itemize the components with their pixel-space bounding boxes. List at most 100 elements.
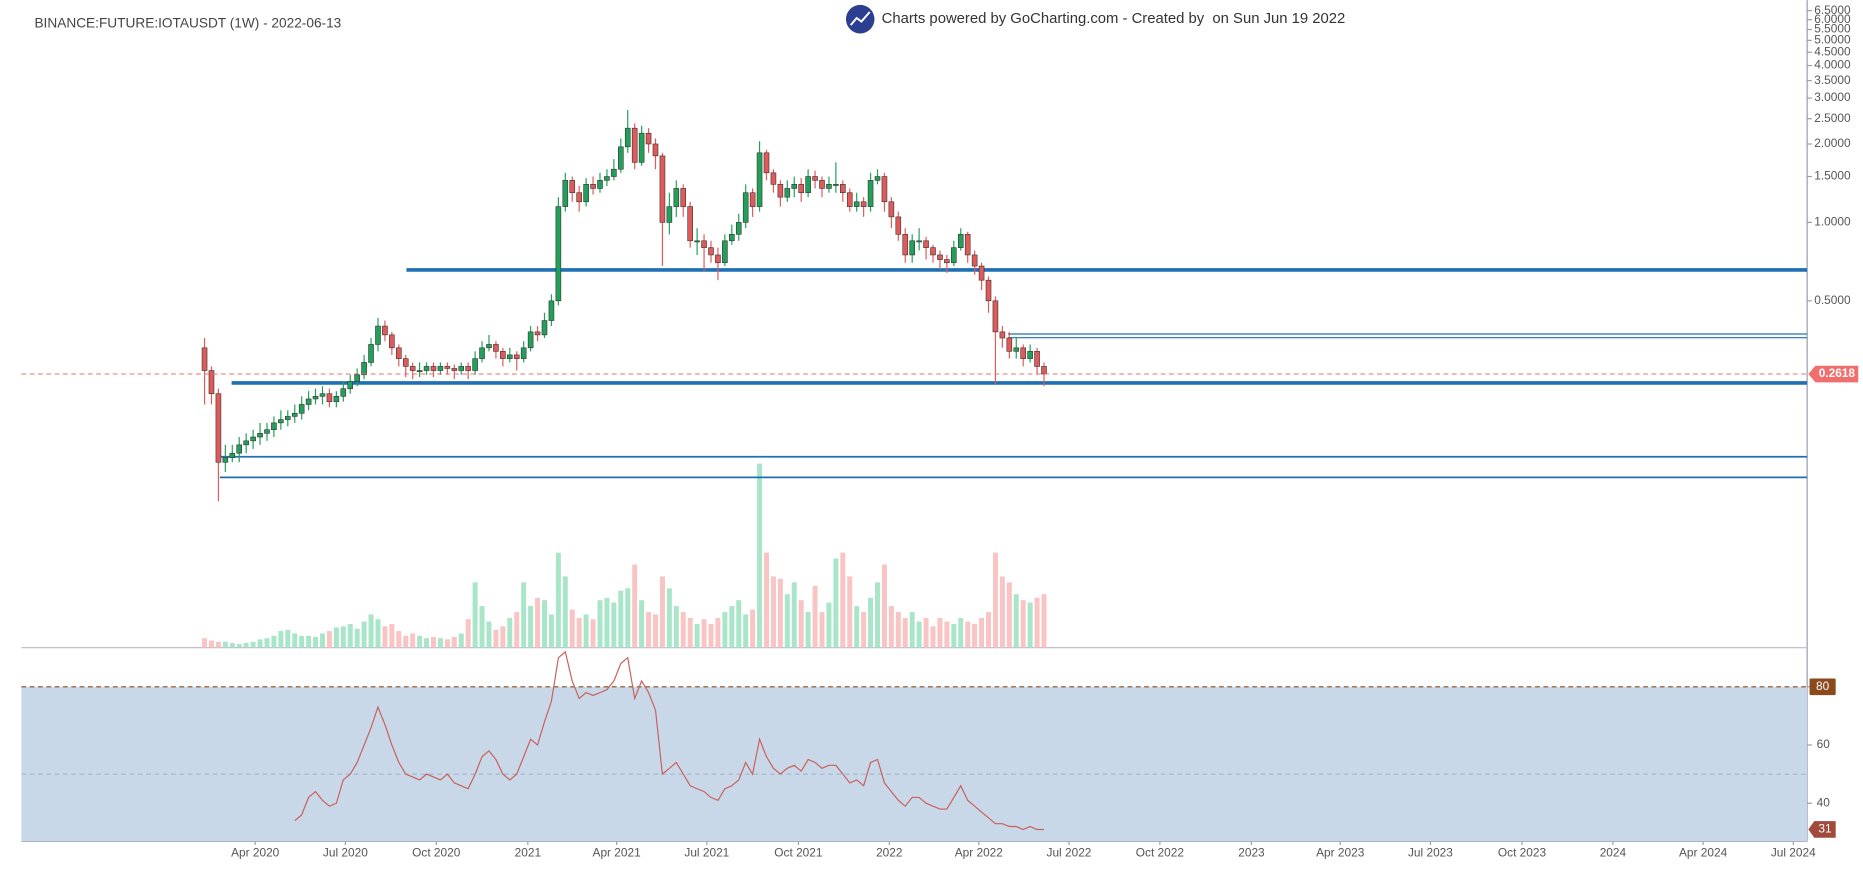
volume-bar xyxy=(805,612,811,648)
candle-body xyxy=(971,254,978,267)
last-price-label: 0.2618 xyxy=(1819,366,1856,380)
candle-body xyxy=(236,444,243,454)
volume-bar xyxy=(930,626,936,648)
candle-body xyxy=(770,172,777,185)
volume-bar xyxy=(361,621,367,648)
volume-bar xyxy=(375,619,381,648)
volume-bar xyxy=(923,618,929,648)
volume-bar xyxy=(1027,602,1033,648)
candle-body xyxy=(666,206,673,223)
volume-bar xyxy=(236,644,242,648)
x-tick-label: 2023 xyxy=(1238,845,1265,859)
y-tick-label: 6.5000 xyxy=(1814,3,1851,17)
volume-bar xyxy=(507,618,513,648)
volume-bar xyxy=(798,600,804,648)
volume-bar xyxy=(410,633,416,648)
candle-body xyxy=(437,366,444,371)
candle-body xyxy=(250,436,256,442)
candle-body xyxy=(569,180,576,194)
x-tick-label: 2024 xyxy=(1600,845,1627,859)
volume-bar xyxy=(541,600,547,648)
candle-body xyxy=(479,347,485,359)
candle-body xyxy=(493,344,499,352)
x-tick-label: Apr 2024 xyxy=(1679,845,1728,859)
candle-body xyxy=(735,222,742,235)
candle-body xyxy=(215,393,222,463)
candle-body xyxy=(756,152,763,207)
brand-logo xyxy=(845,4,875,34)
candle-body xyxy=(243,440,249,446)
volume-bar xyxy=(694,623,700,648)
candle-body xyxy=(347,381,354,389)
candle-body xyxy=(583,184,589,203)
volume-bar xyxy=(403,635,409,648)
candle-body xyxy=(1034,351,1040,367)
volume-bar xyxy=(319,633,325,648)
x-tick-label: Jul 2020 xyxy=(323,845,368,859)
candle-body xyxy=(964,234,971,256)
candle-body xyxy=(631,127,638,163)
candle-body xyxy=(784,188,791,198)
candle-body xyxy=(507,354,513,359)
volume-bar xyxy=(757,463,763,648)
volume-bar xyxy=(777,578,783,648)
volume-bar xyxy=(715,618,721,648)
volume-bar xyxy=(743,614,749,648)
chart-title: BINANCE:FUTURE:IOTAUSDT (1W) - 2022-06-1… xyxy=(34,16,341,31)
volume-bar xyxy=(368,614,374,648)
volume-bar xyxy=(299,635,305,648)
candle-body xyxy=(819,180,825,189)
volume-bar xyxy=(202,638,208,648)
candle-body xyxy=(652,143,659,157)
volume-bar xyxy=(1034,597,1040,648)
candle-body xyxy=(874,176,881,181)
volume-bar xyxy=(979,618,985,648)
candle-body xyxy=(881,176,888,203)
candle-body xyxy=(333,396,340,402)
candle-body xyxy=(708,247,714,256)
candle-body xyxy=(722,240,728,264)
volume-bar xyxy=(791,582,797,648)
candle-body xyxy=(694,240,700,243)
candle-body xyxy=(340,388,347,397)
volume-bar xyxy=(222,641,228,648)
candle-body xyxy=(624,127,631,148)
volume-bar xyxy=(396,631,402,648)
volume-bar xyxy=(902,618,908,648)
y-tick-label: 2.0000 xyxy=(1814,136,1851,150)
candle-body xyxy=(458,366,465,371)
volume-bar xyxy=(583,614,589,648)
candle-body xyxy=(978,265,985,281)
candle-body xyxy=(673,188,680,207)
candle-body xyxy=(659,155,666,223)
volume-bar xyxy=(632,564,638,648)
candle-body xyxy=(319,393,326,397)
candle-body xyxy=(527,331,534,349)
volume-bar xyxy=(840,552,846,648)
y-tick-label: 3.0000 xyxy=(1814,90,1851,104)
candle-body xyxy=(534,331,541,336)
volume-bar xyxy=(888,606,894,648)
candle-body xyxy=(1013,347,1020,352)
candle-body xyxy=(271,422,277,431)
volume-bar xyxy=(833,558,839,648)
candle-body xyxy=(548,300,555,321)
volume-bar xyxy=(680,612,686,648)
candle-body xyxy=(902,234,909,256)
candle-body xyxy=(500,351,506,359)
candle-body xyxy=(375,325,381,345)
volume-bar xyxy=(430,637,436,648)
candle-body xyxy=(430,366,437,371)
x-tick-label: Jul 2024 xyxy=(1771,845,1816,859)
volume-bar xyxy=(569,609,575,648)
volume-bar xyxy=(285,629,291,648)
candle-body xyxy=(396,347,402,359)
candle-body xyxy=(520,347,527,359)
volume-bar xyxy=(437,638,443,648)
candle-body xyxy=(382,325,388,336)
volume-bar xyxy=(916,621,922,648)
volume-bar xyxy=(722,612,728,648)
x-tick-label: 2022 xyxy=(876,845,902,859)
volume-bar xyxy=(208,640,214,648)
